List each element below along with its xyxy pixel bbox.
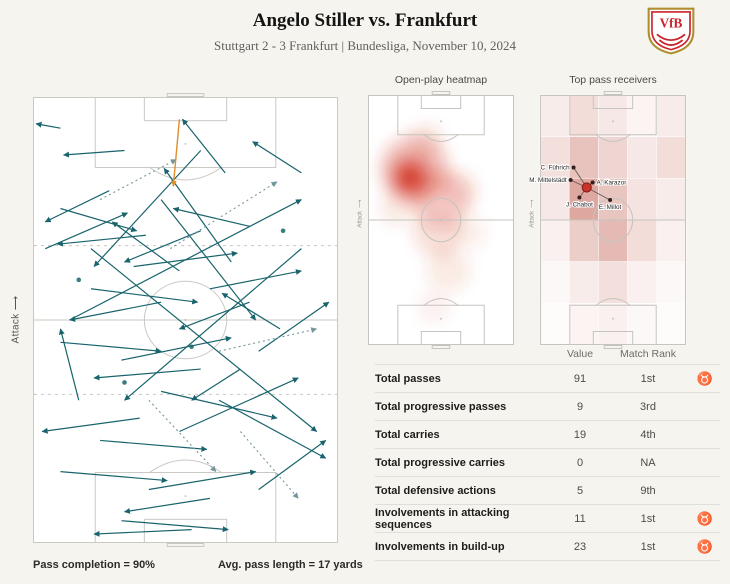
column-header-value: Value: [566, 348, 594, 360]
stats-table: Value Match Rank Total passes 91 1st ♉ T…: [375, 344, 720, 561]
svg-text:M. Mittelstädt: M. Mittelstädt: [529, 177, 567, 184]
heatmap-title: Open-play heatmap: [394, 74, 488, 86]
attack-label-text: Attack: [10, 313, 22, 344]
avg-pass-length-note: Avg. pass length = 17 yards: [218, 559, 363, 571]
stat-row-build-up: Involvements in build-up 23 1st ♉: [375, 532, 720, 560]
pass-map-chart: [33, 93, 338, 547]
heatmap-attack-label: Attack⟶: [357, 199, 364, 228]
vfb-stuttgart-crest-logo: VfB: [646, 7, 696, 55]
header: Angelo Stiller vs. Frankfurt Stuttgart 2…: [0, 10, 730, 54]
page-title: Angelo Stiller vs. Frankfurt: [252, 10, 478, 31]
heatmap-chart: [368, 91, 514, 349]
stat-row-progressive-carries: Total progressive carries 0 NA: [375, 448, 720, 476]
pass-completion-note: Pass completion = 90%: [33, 559, 155, 571]
rank-leader-icon: ♉: [696, 510, 714, 526]
column-header-match-rank: Match Rank: [619, 348, 677, 360]
receivers-chart: C. Führich M. Mittelstädt A. Karazor J. Cha…: [528, 91, 687, 349]
svg-text:A. Karazor: A. Karazor: [597, 180, 627, 187]
stat-row-progressive-passes: Total progressive passes 9 3rd: [375, 392, 720, 420]
attack-direction-arrow: ⟶: [10, 295, 22, 311]
attack-direction-arrow: ⟶: [357, 199, 364, 208]
stat-row-attacking-sequences: Involvements in attacking sequences 11 1…: [375, 504, 720, 532]
rank-leader-icon: ♉: [696, 370, 714, 386]
rank-leader-icon: ♉: [696, 538, 714, 554]
svg-text:C. Führich: C. Führich: [541, 165, 571, 172]
svg-text:E. Millot: E. Millot: [599, 204, 622, 211]
svg-text:VfB: VfB: [660, 16, 683, 31]
stat-row-total-passes: Total passes 91 1st ♉: [375, 364, 720, 392]
stat-row-total-carries: Total carries 19 4th: [375, 420, 720, 448]
match-subtitle: Stuttgart 2 - 3 Frankfurt | Bundesliga, …: [214, 38, 516, 53]
svg-text:J. Chabot: J. Chabot: [566, 202, 593, 209]
attack-direction-label: Attack ⟶: [11, 270, 22, 370]
stat-row-defensive-actions: Total defensive actions 5 9th: [375, 476, 720, 504]
attack-direction-arrow: ⟶: [529, 199, 536, 208]
receivers-title: Top pass receivers: [569, 74, 657, 86]
stats-header-row: Value Match Rank: [375, 344, 720, 364]
crest-icon: VfB: [647, 7, 695, 55]
receivers-attack-label: Attack⟶: [529, 199, 536, 228]
